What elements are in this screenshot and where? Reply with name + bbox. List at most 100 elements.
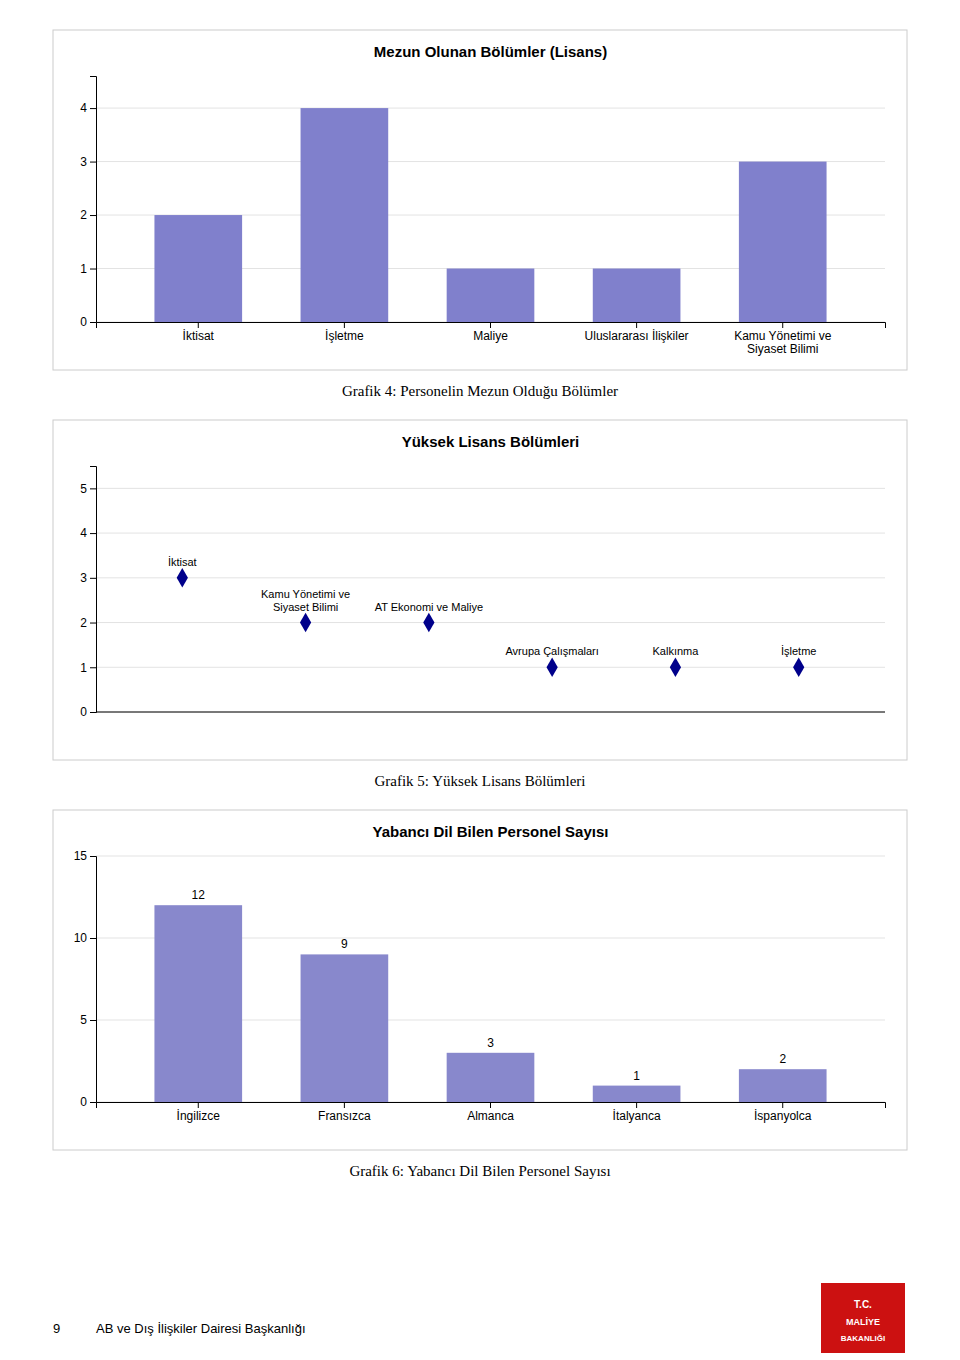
- y-tick: 4: [80, 101, 96, 115]
- y-tick-mark: [90, 578, 96, 579]
- y-tick: 5: [80, 1013, 96, 1027]
- x-tick-mark: [782, 1102, 783, 1108]
- y-tick-label: 2: [80, 208, 87, 222]
- y-tick: 3: [80, 571, 96, 585]
- x-tick-label: Kamu Yönetimi veSiyaset Bilimi: [734, 329, 831, 357]
- logo-background: [821, 1283, 905, 1353]
- grid-line: [96, 667, 885, 668]
- point-label: İşletme: [781, 645, 816, 657]
- y-tick-label: 4: [80, 526, 87, 540]
- y-axis-line: [90, 857, 97, 1103]
- x-tick-label: İspanyolca: [754, 1109, 812, 1123]
- logo: T.C.MALİYEBAKANLIĞI: [821, 1283, 905, 1353]
- y-tick-label: 3: [80, 155, 87, 169]
- text-line: Siyaset Bilimi: [747, 342, 818, 356]
- chart-title: Yabancı Dil Bilen Personel Sayısı: [373, 823, 609, 840]
- point-label: Avrupa Çalışmaları: [505, 645, 598, 657]
- chart-panel: Yüksek Lisans Bölümleri012345İktisatKamu…: [53, 420, 907, 789]
- point-label: AT Ekonomi ve Maliye: [375, 601, 483, 613]
- text-line: İşletme: [325, 329, 364, 343]
- caption: Grafik 5: Yüksek Lisans Bölümleri: [374, 773, 585, 789]
- y-tick-mark: [90, 856, 96, 857]
- y-axis-line: [90, 467, 97, 713]
- y-tick-label: 10: [74, 931, 88, 945]
- text-line: İktisat: [168, 556, 197, 568]
- y-tick-mark: [90, 215, 96, 216]
- y-tick-mark: [90, 1102, 96, 1103]
- data-label: 2: [779, 1052, 786, 1066]
- x-tick-label: İtalyanca: [613, 1109, 661, 1123]
- bar: [739, 1069, 827, 1102]
- text-line: İtalyanca: [613, 1109, 661, 1123]
- y-tick: 15: [74, 849, 96, 863]
- data-label: 1: [633, 1069, 640, 1083]
- text-line: İşletme: [781, 645, 816, 657]
- x-tick: İktisat: [183, 322, 215, 343]
- y-tick-label: 5: [80, 482, 87, 496]
- x-tick-mark: [636, 1102, 637, 1108]
- grid-line: [96, 108, 885, 109]
- x-tick-mark: [782, 322, 783, 328]
- text-line: AT Ekonomi ve Maliye: [375, 601, 483, 613]
- y-tick-label: 2: [80, 616, 87, 630]
- x-axis: İktisat İşletme Maliye Uluslararası İlişkil…: [97, 322, 886, 356]
- x-tick-mark: [198, 322, 199, 328]
- y-tick-label: 5: [80, 1013, 87, 1027]
- y-tick: 1: [80, 262, 96, 276]
- y-tick-mark: [90, 667, 96, 668]
- y-tick-label: 0: [80, 1095, 87, 1109]
- x-tick-label: İngilizce: [177, 1109, 221, 1123]
- y-tick: 1: [80, 661, 96, 675]
- x-tick-label: Uluslararası İlişkiler: [585, 329, 689, 343]
- text-line: İspanyolca: [754, 1109, 812, 1123]
- text-line: Kamu Yönetimi ve: [734, 329, 831, 343]
- x-tick: Almanca: [467, 1102, 514, 1123]
- y-tick-label: 0: [80, 705, 87, 719]
- text-line: Avrupa Çalışmaları: [505, 645, 598, 657]
- y-tick-mark: [90, 623, 96, 624]
- panel-frame: [53, 420, 907, 760]
- point-labels: İktisatKamu Yönetimi veSiyaset BilimiAT …: [168, 556, 817, 657]
- point: [300, 613, 311, 633]
- grid-line: [96, 488, 885, 489]
- y-tick: 5: [80, 482, 96, 496]
- x-tick-mark: [198, 1102, 199, 1108]
- y-tick-mark: [90, 1020, 96, 1021]
- text-line: Kalkınma: [652, 645, 699, 657]
- x-tick: Maliye: [473, 322, 508, 343]
- text-line: İktisat: [183, 329, 215, 343]
- x-tick-mark: [636, 322, 637, 328]
- x-tick: Uluslararası İlişkiler: [585, 322, 689, 343]
- bar: [593, 1086, 681, 1102]
- y-tick-mark: [90, 162, 96, 163]
- text-line: Maliye: [473, 329, 508, 343]
- bar: [154, 905, 242, 1102]
- y-tick-label: 1: [80, 661, 87, 675]
- grid: [96, 108, 885, 322]
- x-axis-line: [96, 712, 885, 713]
- y-tick-mark: [90, 533, 96, 534]
- bar: [447, 1053, 535, 1102]
- panel-frame: [53, 30, 907, 370]
- data-label: 3: [487, 1036, 494, 1050]
- chart-panel: Mezun Olunan Bölümler (Lisans)İktisatİşl…: [53, 30, 907, 399]
- y-tick-label: 0: [80, 315, 87, 329]
- x-tick: İşletme: [325, 322, 364, 343]
- grid-line: [96, 622, 885, 623]
- chart-panel: Yabancı Dil Bilen Personel Sayısı İngiliz…: [53, 810, 907, 1179]
- y-tick: 0: [80, 705, 96, 719]
- bar: [301, 108, 389, 322]
- page: Mezun Olunan Bölümler (Lisans)İktisatİşl…: [0, 0, 960, 1360]
- text-line: Fransızca: [318, 1109, 371, 1123]
- text-line: İngilizce: [177, 1109, 221, 1123]
- grid-line: [96, 533, 885, 534]
- grid-line: [96, 712, 885, 713]
- page-number: 9: [53, 1321, 60, 1336]
- logo-text: MALİYE: [846, 1317, 880, 1327]
- y-tick-label: 3: [80, 571, 87, 585]
- y-tick-mark: [90, 938, 96, 939]
- marks: [154, 905, 826, 1102]
- y-tick: 2: [80, 208, 96, 222]
- x-axis-line: [97, 323, 886, 329]
- bar: [593, 269, 681, 322]
